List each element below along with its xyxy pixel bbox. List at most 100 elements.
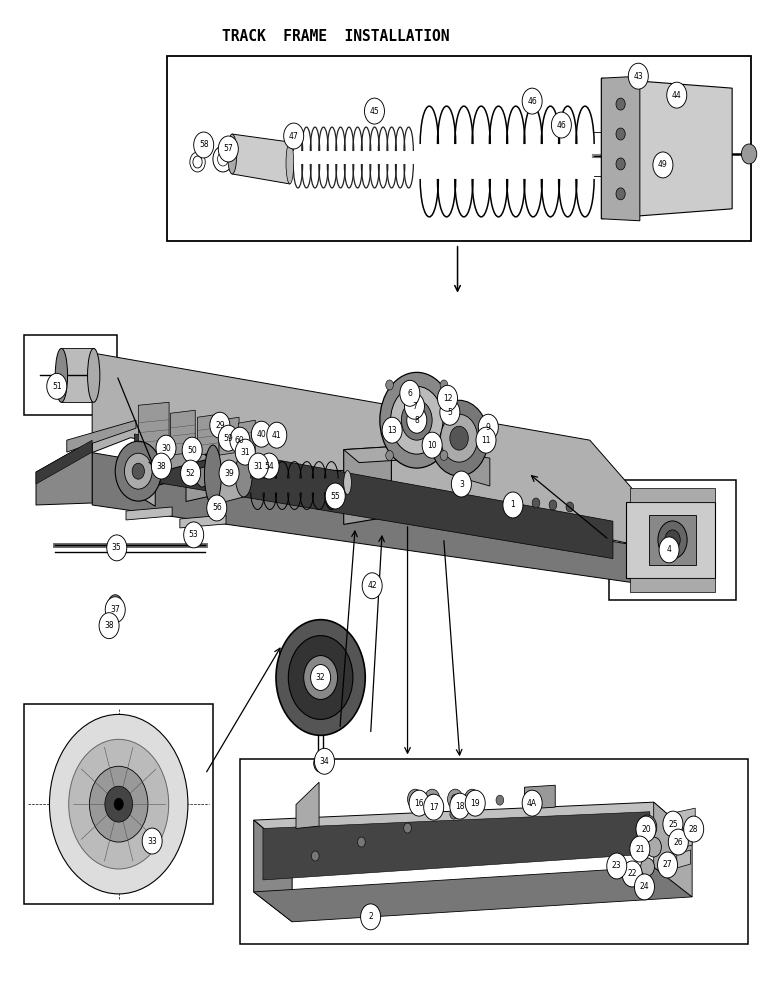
Circle shape: [99, 613, 119, 639]
Circle shape: [194, 132, 214, 158]
Circle shape: [658, 852, 678, 878]
Polygon shape: [601, 76, 640, 221]
Circle shape: [401, 400, 432, 440]
Circle shape: [105, 597, 125, 623]
Circle shape: [142, 828, 162, 854]
Circle shape: [108, 595, 122, 613]
Text: 6: 6: [408, 389, 412, 398]
Circle shape: [382, 417, 402, 443]
Polygon shape: [132, 435, 186, 492]
Circle shape: [276, 620, 365, 735]
Circle shape: [361, 904, 381, 930]
Circle shape: [114, 798, 124, 810]
Ellipse shape: [286, 142, 293, 184]
Bar: [25, 704, 213, 904]
Text: 31: 31: [240, 448, 250, 457]
Text: 45: 45: [370, 107, 379, 116]
Polygon shape: [66, 420, 136, 452]
Circle shape: [549, 500, 557, 510]
Circle shape: [283, 123, 303, 149]
Ellipse shape: [665, 530, 680, 550]
Circle shape: [630, 836, 650, 862]
Ellipse shape: [344, 471, 351, 495]
Polygon shape: [421, 408, 455, 448]
Polygon shape: [626, 502, 715, 578]
Circle shape: [115, 441, 161, 501]
Polygon shape: [344, 447, 391, 524]
Circle shape: [440, 399, 460, 425]
Text: 4A: 4A: [527, 799, 537, 808]
Circle shape: [357, 837, 365, 847]
Text: 27: 27: [662, 860, 672, 869]
Circle shape: [400, 380, 420, 406]
Text: 41: 41: [272, 431, 282, 440]
Text: 3: 3: [459, 480, 464, 489]
Circle shape: [303, 656, 337, 699]
Circle shape: [405, 393, 425, 419]
Polygon shape: [263, 812, 650, 880]
Circle shape: [441, 414, 478, 462]
Circle shape: [151, 453, 171, 479]
Circle shape: [522, 790, 542, 816]
Circle shape: [450, 426, 469, 450]
Circle shape: [450, 793, 470, 819]
Text: 44: 44: [672, 91, 682, 100]
Text: 56: 56: [212, 503, 222, 512]
Circle shape: [669, 829, 689, 855]
Circle shape: [210, 412, 230, 438]
Text: 1: 1: [510, 500, 515, 509]
Polygon shape: [92, 453, 648, 585]
Circle shape: [184, 522, 204, 548]
Circle shape: [408, 789, 423, 809]
Circle shape: [616, 158, 625, 170]
Polygon shape: [132, 449, 155, 506]
Circle shape: [741, 144, 757, 164]
Circle shape: [313, 754, 327, 772]
Ellipse shape: [240, 469, 248, 497]
Text: 29: 29: [215, 421, 225, 430]
Text: 25: 25: [668, 820, 678, 829]
Polygon shape: [244, 469, 347, 497]
Text: 18: 18: [455, 802, 465, 811]
Text: 34: 34: [320, 757, 330, 766]
Circle shape: [249, 453, 269, 479]
Text: 59: 59: [223, 434, 233, 443]
Circle shape: [235, 439, 256, 465]
Circle shape: [667, 82, 687, 108]
Circle shape: [425, 789, 440, 809]
Circle shape: [313, 668, 328, 687]
Circle shape: [684, 816, 704, 842]
Circle shape: [219, 460, 239, 486]
Circle shape: [49, 714, 188, 894]
Circle shape: [663, 811, 683, 837]
Circle shape: [230, 427, 250, 453]
Polygon shape: [186, 459, 229, 501]
Text: 4: 4: [667, 545, 672, 554]
Text: 7: 7: [412, 402, 417, 411]
Circle shape: [310, 665, 330, 690]
Circle shape: [522, 88, 542, 114]
Text: 22: 22: [628, 869, 637, 878]
Circle shape: [364, 98, 384, 124]
Circle shape: [404, 823, 411, 833]
Text: 37: 37: [110, 605, 120, 614]
Circle shape: [267, 422, 286, 448]
Circle shape: [314, 748, 334, 774]
Circle shape: [566, 502, 574, 512]
Circle shape: [132, 463, 144, 479]
Circle shape: [636, 816, 656, 842]
Polygon shape: [62, 348, 93, 402]
Polygon shape: [219, 417, 239, 455]
Polygon shape: [455, 453, 490, 486]
Circle shape: [218, 425, 239, 451]
Bar: [240, 759, 747, 944]
Polygon shape: [213, 445, 244, 505]
Circle shape: [288, 636, 353, 719]
Circle shape: [380, 372, 454, 468]
Text: 51: 51: [52, 382, 62, 391]
Circle shape: [607, 853, 627, 879]
Ellipse shape: [56, 348, 67, 402]
Polygon shape: [36, 440, 92, 505]
Bar: [167, 56, 751, 241]
Circle shape: [103, 614, 115, 630]
